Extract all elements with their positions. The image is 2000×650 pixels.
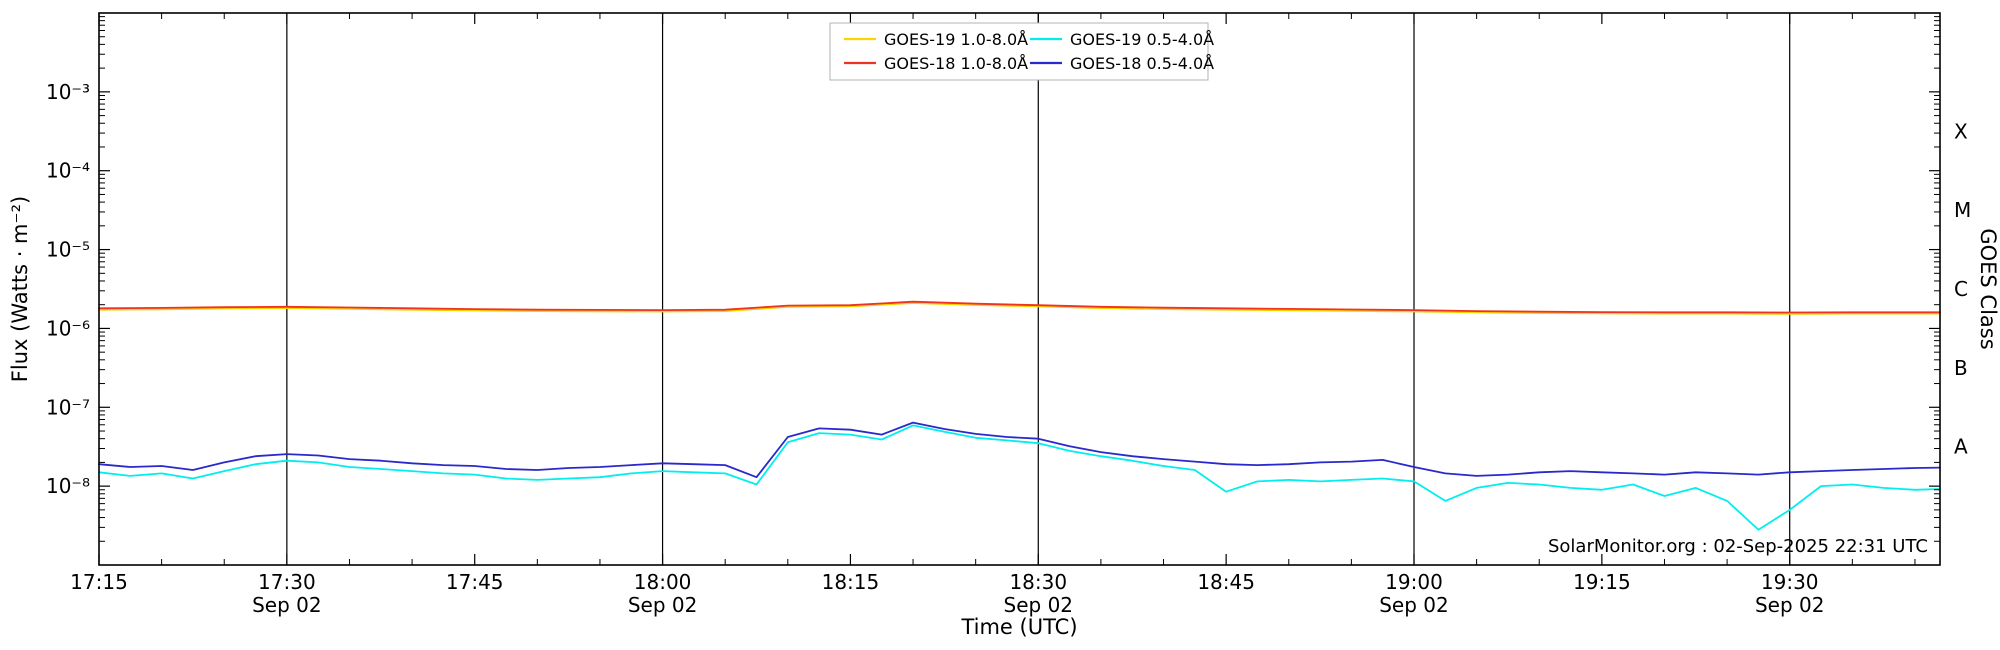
x-tick-label: 19:00 xyxy=(1385,570,1443,594)
series-line-goes-18-0-5-4-0 xyxy=(98,421,1941,479)
x-day-label: Sep 02 xyxy=(1379,593,1449,617)
legend-label-goes-18-1-0-8-0: GOES-18 1.0-8.0Å xyxy=(884,54,1028,73)
solarmonitor-credit: SolarMonitor.org : 02-Sep-2025 22:31 UTC xyxy=(1548,536,1928,557)
y-tick-label: 10⁻⁷ xyxy=(46,395,90,419)
y-tick-label: 10⁻⁶ xyxy=(46,316,90,340)
y-tick-label: 10⁻⁵ xyxy=(46,238,90,262)
legend-label-goes-19-0-5-4-0: GOES-19 0.5-4.0Å xyxy=(1070,30,1214,49)
x-tick-label: 17:45 xyxy=(446,570,504,594)
x-day-label: Sep 02 xyxy=(628,593,698,617)
x-day-label: Sep 02 xyxy=(252,593,322,617)
series-line-goes-19-0-5-4-0 xyxy=(98,424,1941,531)
x-tick-label: 18:45 xyxy=(1197,570,1255,594)
chart-legend: GOES-19 1.0-8.0Å GOES-18 1.0-8.0Å GOES-19 … xyxy=(829,22,1214,81)
legend-box xyxy=(829,22,1209,81)
y-tick-label: 10⁻³ xyxy=(46,80,90,104)
goes-class-letter-c: C xyxy=(1954,277,1968,301)
y-axis-label-right: GOES Class xyxy=(1976,228,2000,349)
series-line-goes-19-1-0-8-0 xyxy=(98,302,1941,315)
plot-border xyxy=(98,12,1941,566)
x-tick-label: 18:30 xyxy=(1009,570,1067,594)
goes-class-letter-x: X xyxy=(1954,119,1968,143)
x-tick-label: 19:15 xyxy=(1573,570,1631,594)
legend-label-goes-18-0-5-4-0: GOES-18 0.5-4.0Å xyxy=(1070,54,1214,73)
x-tick-label: 18:15 xyxy=(822,570,880,594)
y-tick-label: 10⁻⁸ xyxy=(46,474,90,498)
series-line-goes-18-1-0-8-0 xyxy=(98,300,1941,314)
goes-class-letter-m: M xyxy=(1954,198,1971,222)
legend-label-goes-19-1-0-8-0: GOES-19 1.0-8.0Å xyxy=(884,30,1028,49)
x-axis-label: Time (UTC) xyxy=(960,615,1077,639)
x-tick-label: 17:15 xyxy=(70,570,128,594)
goes-class-letter-a: A xyxy=(1954,435,1968,459)
x-day-label: Sep 02 xyxy=(1004,593,1074,617)
goes-class-letter-b: B xyxy=(1954,356,1968,380)
y-tick-label: 10⁻⁴ xyxy=(46,159,90,183)
x-day-label: Sep 02 xyxy=(1755,593,1825,617)
y-axis-label: Flux (Watts · m⁻²) xyxy=(8,196,32,382)
x-tick-label: 19:30 xyxy=(1761,570,1819,594)
x-tick-label: 18:00 xyxy=(634,570,692,594)
x-tick-label: 17:30 xyxy=(258,570,316,594)
